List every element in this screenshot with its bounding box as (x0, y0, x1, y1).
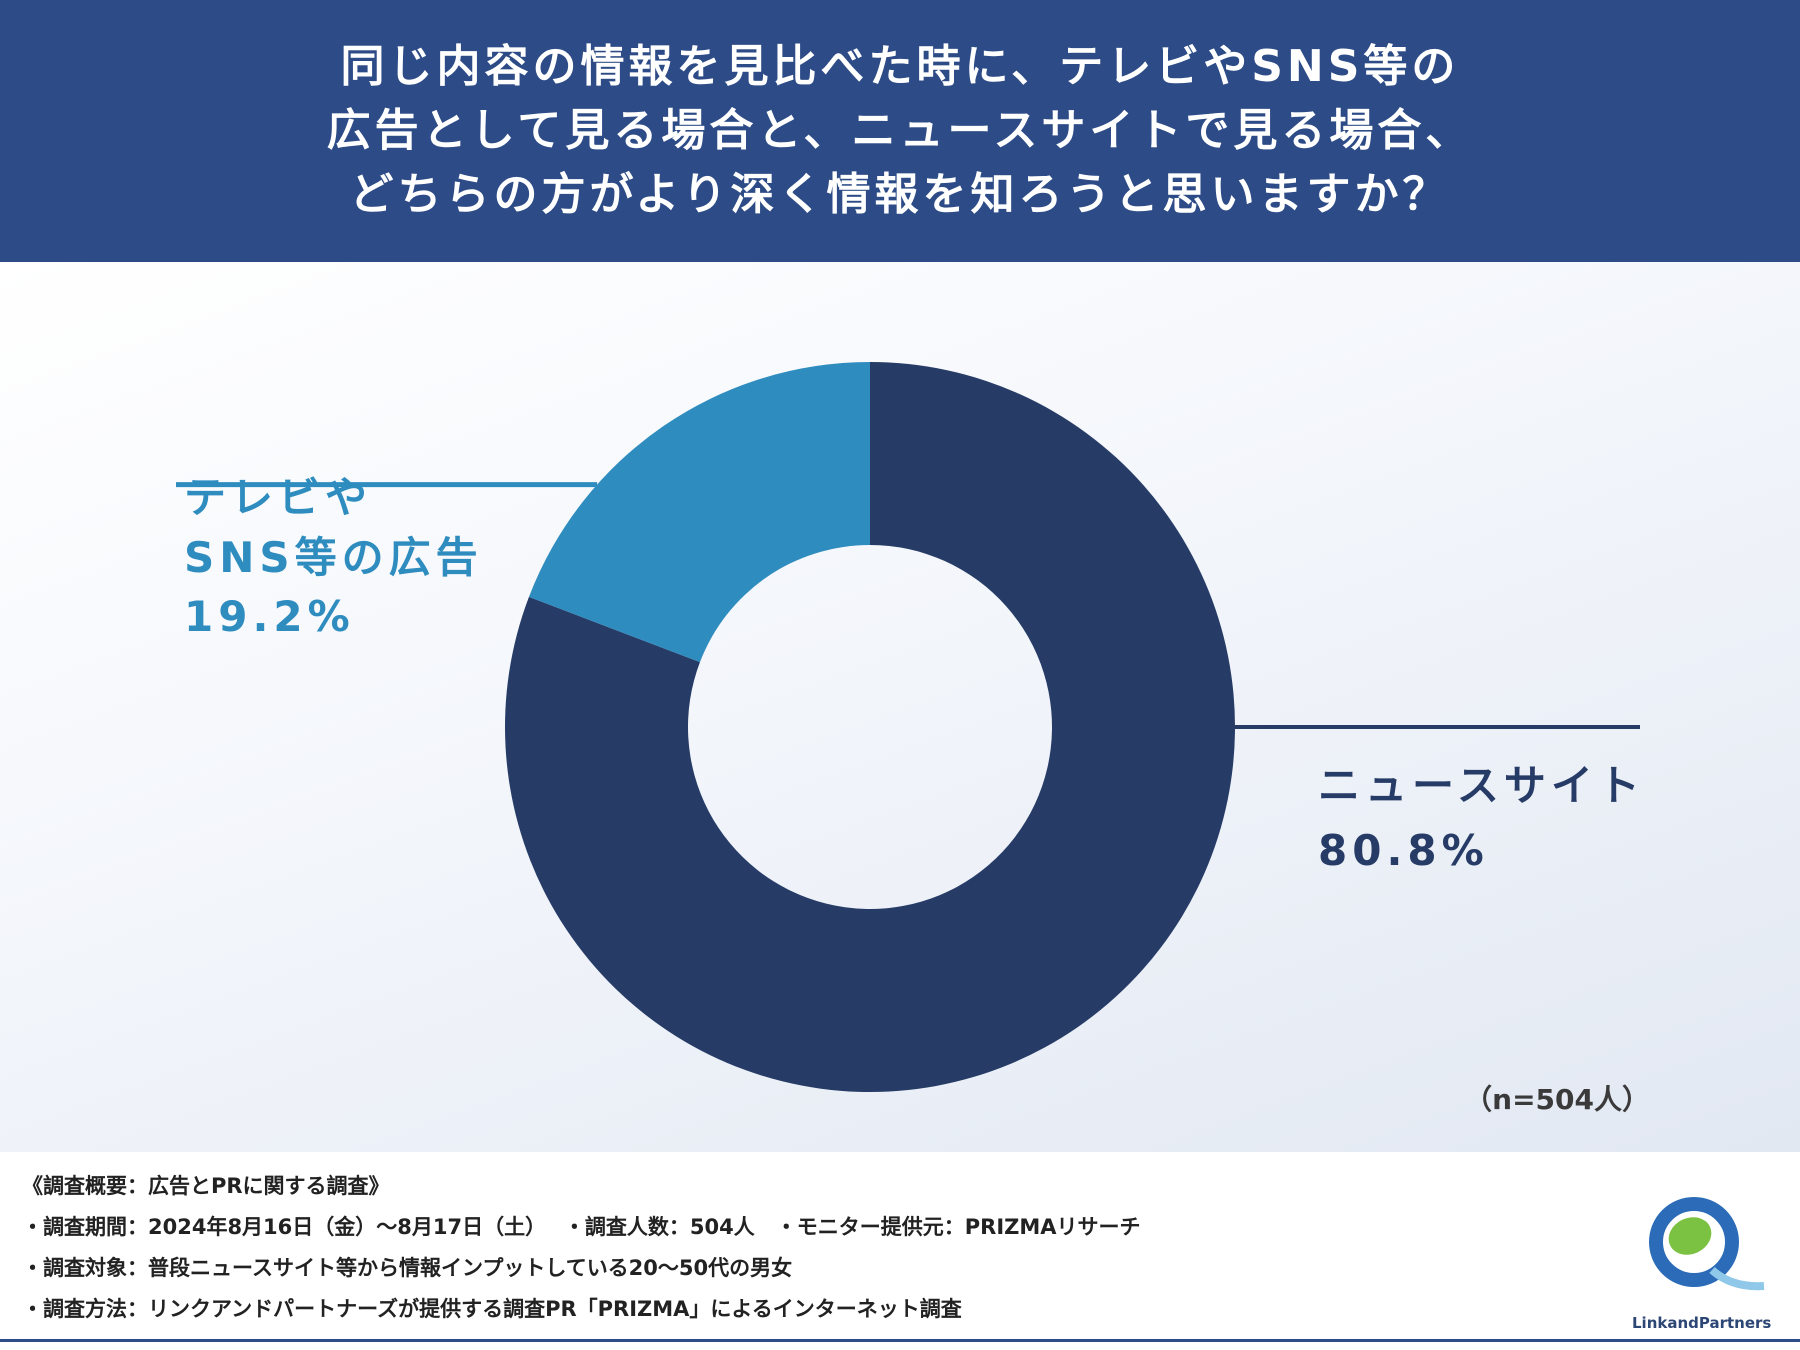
chart-title: 同じ内容の情報を見比べた時に、テレビやSNS等の 広告として見る場合と、ニュース… (326, 41, 1474, 220)
survey-line-period: ・調査期間：2024年8月16日（金）〜8月17日（土） ・調査人数：504人 … (22, 1215, 1141, 1239)
slice-value-tv-sns-ads: 19.2% (184, 592, 355, 641)
logo-mark-icon (1649, 1197, 1765, 1291)
logo-text: LinkandPartners (1632, 1314, 1772, 1332)
footer: 《調査概要：広告とPRに関する調査》 ・調査期間：2024年8月16日（金）〜8… (0, 1152, 1800, 1350)
sample-size-note: （n=504人） (1464, 1083, 1650, 1116)
company-logo: LinkandPartners (1632, 1190, 1782, 1332)
donut-chart (176, 362, 1640, 1092)
survey-summary: 《調査概要：広告とPRに関する調査》 ・調査期間：2024年8月16日（金）〜8… (22, 1166, 1141, 1330)
slice-news-site (505, 362, 1235, 1092)
slice-value-news-site: 80.8% (1318, 826, 1489, 875)
survey-line-method: ・調査方法：リンクアンドパートナーズが提供する調査PR「PRIZMA」によるイン… (22, 1297, 962, 1321)
slice-label-news-site: ニュースサイト (1318, 761, 1645, 810)
header-banner: 同じ内容の情報を見比べた時に、テレビやSNS等の 広告として見る場合と、ニュース… (0, 0, 1800, 262)
survey-line-target: ・調査対象：普段ニュースサイト等から情報インプットしている20〜50代の男女 (22, 1256, 793, 1280)
chart-area: テレビや SNS等の広告 19.2% ニュースサイト 80.8% （n=504人… (0, 262, 1800, 1152)
slice-label-tv-sns-ads: テレビや SNS等の広告 (184, 473, 483, 582)
slice-tv-sns-ads (528, 362, 870, 663)
survey-heading: 《調査概要：広告とPRに関する調査》 (22, 1174, 390, 1198)
footer-divider (0, 1339, 1800, 1342)
